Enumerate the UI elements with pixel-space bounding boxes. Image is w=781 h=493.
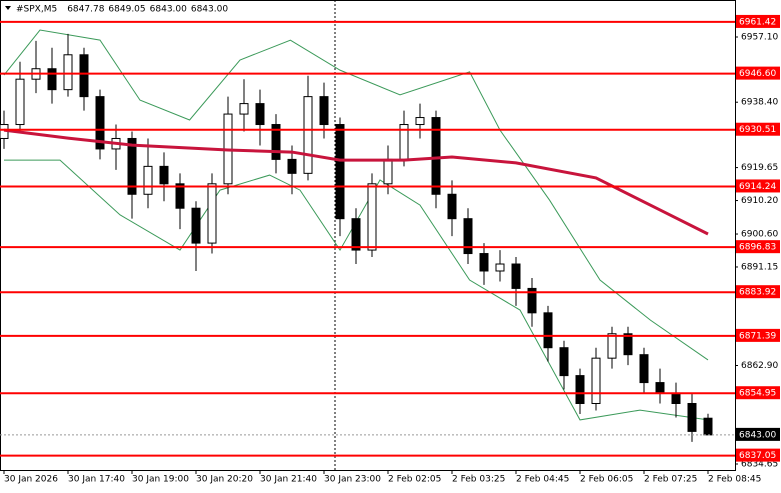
candle-body (671, 392, 681, 404)
x-tick-label: 30 Jan 20:20 (196, 475, 253, 485)
level-label-box (736, 122, 780, 136)
candle-body (159, 165, 169, 185)
candle-body (143, 165, 153, 195)
candle-body (175, 183, 185, 209)
candle-body (191, 207, 201, 244)
header-text: 6843.00 (150, 5, 187, 15)
x-tick-label: 2 Feb 06:05 (580, 475, 633, 485)
current-price-label: 6843.00 (739, 430, 776, 440)
candle-body (527, 287, 537, 314)
y-tick-label: 6891.15 (741, 262, 778, 272)
candle-body (79, 54, 89, 98)
candle-body (383, 158, 393, 185)
candle-body (703, 417, 713, 436)
header-arrow (5, 6, 11, 10)
x-tick-label: 2 Feb 02:05 (388, 475, 441, 485)
y-tick-label: 6919.65 (741, 163, 778, 173)
candle-body (495, 263, 505, 272)
candle-body (15, 78, 25, 126)
candle-body (479, 253, 489, 272)
y-tick-label: 6834.65 (741, 460, 778, 470)
level-label-box (736, 240, 780, 254)
moving-average (3, 128, 709, 236)
header-text: 6843.00 (191, 5, 228, 15)
level-label: 6961.42 (739, 17, 776, 27)
level-label-box (736, 66, 780, 80)
candle-body (623, 333, 633, 356)
candle-body (415, 117, 425, 126)
candle-body (271, 124, 281, 160)
x-tick-label: 2 Feb 03:25 (452, 475, 505, 485)
candle-body (127, 137, 137, 195)
x-tick-label: 2 Feb 08:45 (708, 475, 761, 485)
y-tick-label: 6957.10 (741, 32, 778, 42)
level-label: 6883.92 (739, 288, 776, 298)
level-label-box (736, 179, 780, 193)
candle-body (255, 103, 265, 126)
level-label: 6914.24 (739, 182, 776, 192)
candle-body (319, 96, 329, 126)
level-label: 6854.95 (739, 389, 776, 399)
candle-body (431, 117, 441, 195)
candle-body (63, 54, 73, 91)
header-text: 6847.78 (67, 5, 104, 15)
candle-body (303, 96, 313, 174)
y-tick-label: 6900.60 (741, 230, 778, 240)
level-label-box (736, 448, 780, 462)
y-tick-label: 6938.40 (741, 98, 778, 108)
level-label-box (736, 328, 780, 342)
candle-body (655, 382, 665, 394)
y-tick-label: 6862.90 (741, 361, 778, 371)
candle-body (607, 333, 617, 359)
x-tick-label: 30 Jan 2026 (4, 475, 58, 485)
x-tick-label: 2 Feb 07:25 (644, 475, 697, 485)
level-label: 6930.51 (739, 125, 776, 135)
level-label-box (736, 386, 780, 400)
current-price-box (736, 427, 780, 441)
level-label: 6946.60 (739, 69, 776, 79)
candle-body (511, 263, 521, 289)
candle-body (207, 183, 217, 244)
candle-body (543, 312, 553, 349)
x-tick-label: 30 Jan 19:00 (132, 475, 189, 485)
level-label: 6837.05 (739, 451, 776, 461)
x-tick-label: 30 Jan 23:00 (324, 475, 381, 485)
candle-body (591, 357, 601, 404)
x-tick-label: 30 Jan 17:40 (68, 475, 125, 485)
candle-body (335, 124, 345, 220)
level-label: 6871.39 (739, 331, 776, 341)
candle-body (687, 402, 697, 432)
header-text: #SPX,M5 (16, 5, 57, 15)
level-label-box (736, 14, 780, 28)
x-tick-label: 30 Jan 21:40 (260, 475, 317, 485)
bollinger-band (3, 29, 709, 361)
header: #SPX,M5 6847.78 6849.05 6843.00 6843.00 (5, 5, 228, 15)
candle-body (447, 193, 457, 220)
candle-body (351, 218, 361, 251)
candle-body (559, 347, 569, 377)
candle-body (367, 183, 377, 251)
candle-body (95, 96, 105, 150)
x-tick-label: 2 Feb 04:45 (516, 475, 569, 485)
candle-body (463, 218, 473, 255)
level-label: 6896.83 (739, 243, 776, 253)
candle-body (575, 375, 585, 404)
header-text: 6849.05 (108, 5, 145, 15)
candle-body (287, 158, 297, 174)
y-tick-label: 6910.20 (741, 196, 778, 206)
candle-body (47, 68, 57, 91)
candle-body (639, 354, 649, 384)
bollinger-band (4, 159, 709, 421)
level-label-box (736, 285, 780, 299)
candle-body (239, 103, 249, 115)
